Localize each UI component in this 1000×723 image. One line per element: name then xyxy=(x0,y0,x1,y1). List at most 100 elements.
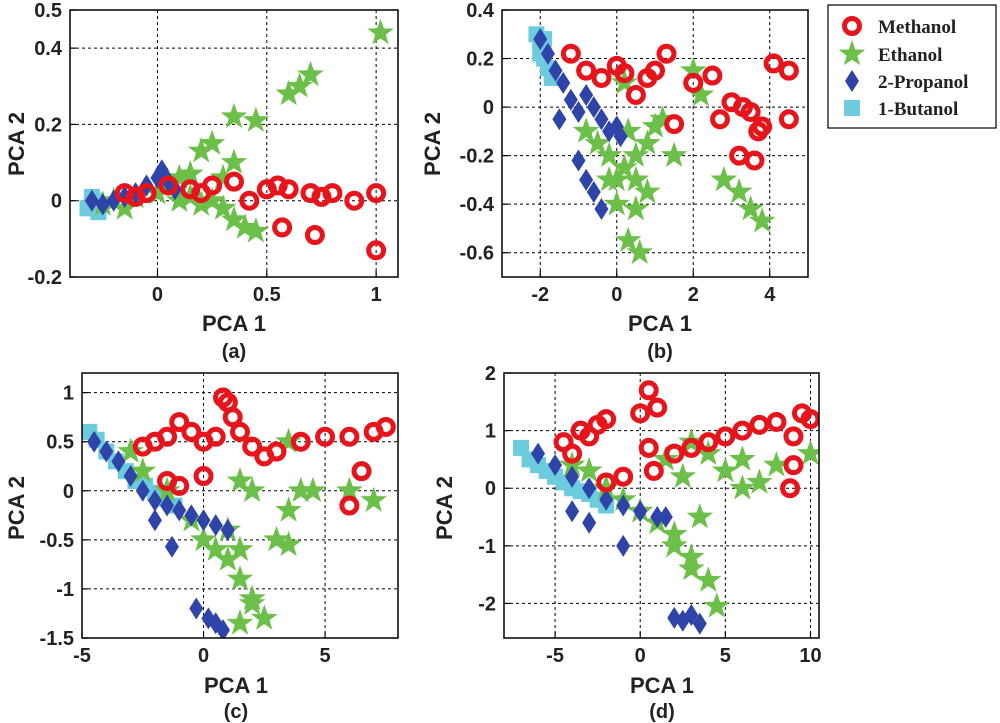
panel-c-point-2-propanol-7 xyxy=(172,499,187,522)
panel-a-point-methanol-18 xyxy=(304,225,325,246)
panel-c-point-ethanol-22 xyxy=(226,467,254,493)
panel-a-ytick-label-3: 0.4 xyxy=(34,38,63,60)
panel-b-point-2-propanol-3 xyxy=(556,71,571,94)
panel-b-point-ethanol-22 xyxy=(748,207,776,233)
panel-a-point-methanol-16 xyxy=(366,183,387,204)
panel-a-points xyxy=(79,18,394,261)
panel-a-point-methanol-14 xyxy=(322,183,343,204)
panel-b-point-ethanol-0 xyxy=(572,117,600,143)
panel-c-point-2-propanol-13 xyxy=(164,535,179,558)
panel-b-point-2-propanol-11 xyxy=(613,125,628,148)
panel-b-point-2-propanol-15 xyxy=(594,198,609,221)
panel-c-point-2-propanol-4 xyxy=(135,479,150,502)
panel-a: 0 0.5 1 -0.2 0 0.2 0.4 0.5 PCA 1 PCA 2 (a) xyxy=(4,0,399,363)
panel-c-point-methanol-16 xyxy=(375,416,396,437)
panel-d-point-methanol-7 xyxy=(638,380,659,401)
panel-d-point-methanol-20 xyxy=(643,460,664,481)
panel-c-point-ethanol-14 xyxy=(238,589,266,615)
panel-d-point-ethanol-12 xyxy=(763,451,790,477)
panel-c-point-2-propanol-1 xyxy=(99,440,114,463)
panel-d-ytick-label-4: 2 xyxy=(485,363,496,385)
panel-d-point-2-propanol-2 xyxy=(565,465,580,488)
panel-b-xtick-label-3: 4 xyxy=(764,284,776,306)
panel-d-point-methanol-22 xyxy=(596,472,617,493)
panel-c-point-ethanol-11 xyxy=(275,496,302,522)
panel-c-point-2-propanol-10 xyxy=(208,514,223,537)
panel-b-ytick-label-1: -0.4 xyxy=(460,194,495,216)
panel-b-point-methanol-20 xyxy=(729,145,750,166)
panel-a-ytick-label-4: 0.5 xyxy=(34,0,62,22)
panel-a-point-2-propanol-1 xyxy=(95,193,110,216)
panel-c-point-2-propanol-9 xyxy=(196,509,211,532)
panel-b-points xyxy=(528,26,799,265)
panel-b-point-ethanol-6 xyxy=(622,141,650,167)
panel-a-point-methanol-17 xyxy=(272,217,293,238)
panel-d-point-2-propanol-15 xyxy=(692,612,707,635)
legend-label-1-butanol: 1-Butanol xyxy=(878,99,958,120)
panel-c-point-ethanol-21 xyxy=(360,486,387,512)
panel-d-point-ethanol-16 xyxy=(686,503,714,529)
panel-c-point-methanol-23 xyxy=(339,495,360,516)
panel-b-point-methanol-18 xyxy=(778,60,799,81)
panel-c-point-2-propanol-6 xyxy=(160,494,175,517)
legend-label-2-propanol: 2-Propanol xyxy=(878,72,968,93)
panel-d-point-ethanol-20 xyxy=(729,474,756,500)
panel-b-point-ethanol-20 xyxy=(725,178,753,204)
panel-d-point-ethanol-18 xyxy=(678,554,705,581)
panel-b-point-2-propanol-2 xyxy=(548,59,563,82)
legend: Methanol Ethanol 2-Propanol 1-Butanol xyxy=(827,4,997,129)
panel-d-point-ethanol-2 xyxy=(592,474,620,500)
panel-d-point-ethanol-8 xyxy=(695,566,722,592)
panel-c-point-ethanol-9 xyxy=(251,604,278,630)
panel-b-point-ethanol-4 xyxy=(611,153,638,180)
legend-marker-methanol xyxy=(842,16,862,36)
legend-marker-ethanol xyxy=(838,40,866,66)
panel-d-point-methanol-10 xyxy=(681,437,702,458)
panel-b-point-ethanol-8 xyxy=(641,112,669,138)
panel-c-point-ethanol-12 xyxy=(287,476,315,503)
panel-a-point-ethanol-17 xyxy=(198,129,226,155)
panel-c-xlabel: PCA 1 xyxy=(204,673,268,698)
panel-d-caption: (d) xyxy=(649,701,675,723)
panel-b-point-methanol-2 xyxy=(591,67,612,88)
panel-a-point-methanol-8 xyxy=(239,190,260,211)
panel-c-point-2-propanol-0 xyxy=(87,430,102,453)
panel-c-point-2-propanol-8 xyxy=(184,504,199,527)
panel-d-point-2-propanol-14 xyxy=(684,603,699,626)
panel-b-ytick-label-3: 0 xyxy=(483,97,494,119)
panel-a-point-ethanol-21 xyxy=(286,72,313,98)
panel-c-xtick-label-2: 5 xyxy=(320,645,331,667)
panel-a-point-ethanol-23 xyxy=(367,18,394,45)
panel-b-ytick-label-5: 0.4 xyxy=(466,0,495,22)
panel-b-point-ethanol-24 xyxy=(622,165,650,192)
panel-b-point-ethanol-2 xyxy=(595,141,623,167)
panel-a-point-ethanol-4 xyxy=(144,179,171,205)
legend-label-methanol: Methanol xyxy=(878,17,956,38)
panel-a-point-ethanol-13 xyxy=(242,217,270,243)
panel-c-point-ethanol-6 xyxy=(214,545,242,571)
panel-d-point-methanol-24 xyxy=(780,478,801,499)
panel-b-ylabel: PCA 2 xyxy=(420,112,445,176)
panel-b-point-ethanol-12 xyxy=(687,81,715,107)
panel-c-point-ethanol-10 xyxy=(263,525,290,552)
panel-b-point-2-propanol-6 xyxy=(579,83,594,106)
panel-d-point-methanol-12 xyxy=(715,426,736,447)
panel-a-point-ethanol-18 xyxy=(220,102,248,129)
panel-a-caption: (a) xyxy=(222,341,246,363)
panel-b-xtick-label-0: -2 xyxy=(531,284,549,306)
panel-d-points xyxy=(513,380,819,635)
panel-c-point-methanol-22 xyxy=(351,461,372,482)
panel-a-xtick-label-0: 0 xyxy=(152,284,163,306)
panel-d-point-ethanol-19 xyxy=(703,592,731,618)
panel-b-point-methanol-10 xyxy=(683,72,704,93)
panel-a-point-ethanol-22 xyxy=(297,60,324,87)
panel-b-point-methanol-4 xyxy=(614,63,635,84)
panel-d-point-2-propanol-4 xyxy=(599,488,614,511)
legend-label-ethanol: Ethanol xyxy=(878,45,942,66)
panel-b-point-2-propanol-13 xyxy=(579,168,594,191)
panel-d-point-methanol-9 xyxy=(664,443,685,464)
panel-a-point-methanol-15 xyxy=(344,190,365,211)
panel-c-point-methanol-2 xyxy=(157,426,178,447)
panel-d-frame xyxy=(503,372,820,639)
